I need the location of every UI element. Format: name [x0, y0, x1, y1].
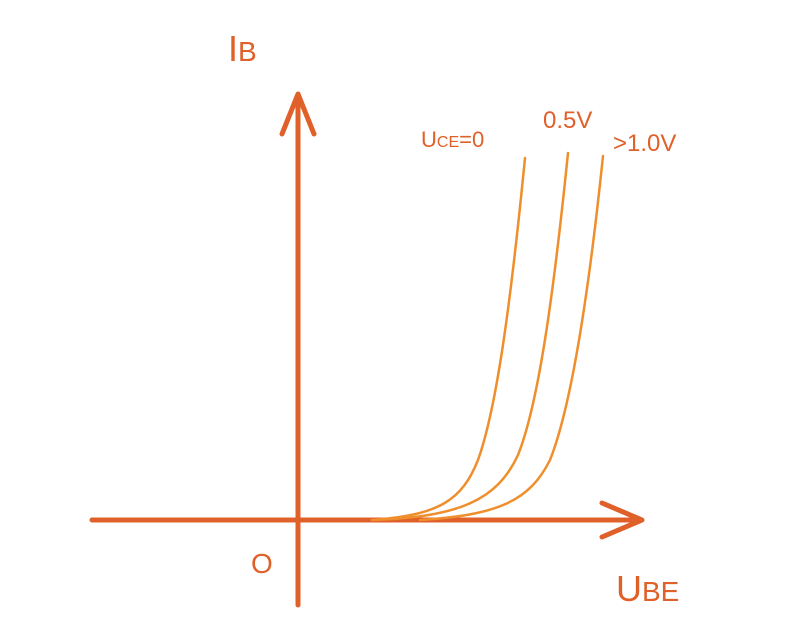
series-line-1.0v — [418, 154, 605, 522]
x-axis-label: UBE — [616, 568, 679, 609]
y-axis-label-main: I — [228, 28, 238, 69]
series-line-uce-0 — [370, 156, 527, 522]
labels: IB UBE O UCE=0 0.5V >1.0V — [228, 28, 679, 609]
x-axis-label-sub: BE — [642, 576, 679, 607]
y-axis-label: IB — [228, 28, 257, 69]
y-axis-arrowhead — [279, 91, 317, 137]
series-label-uce-0-sub: CE — [437, 134, 459, 151]
x-axis-label-main: U — [616, 568, 642, 609]
origin-label: O — [251, 548, 273, 579]
series-label-uce-0-suffix: =0 — [459, 127, 484, 152]
series-label-1.0v: >1.0V — [613, 130, 676, 157]
series-label-uce-0: UCE=0 — [421, 127, 484, 152]
series-label-0.5v: 0.5V — [543, 107, 592, 134]
series-line-0.5v — [370, 151, 570, 522]
series-label-uce-0-main: U — [421, 127, 437, 152]
characteristic-curves — [370, 151, 605, 522]
y-axis-label-sub: B — [238, 36, 257, 67]
x-axis-arrowhead — [599, 500, 645, 540]
axes — [89, 91, 645, 608]
